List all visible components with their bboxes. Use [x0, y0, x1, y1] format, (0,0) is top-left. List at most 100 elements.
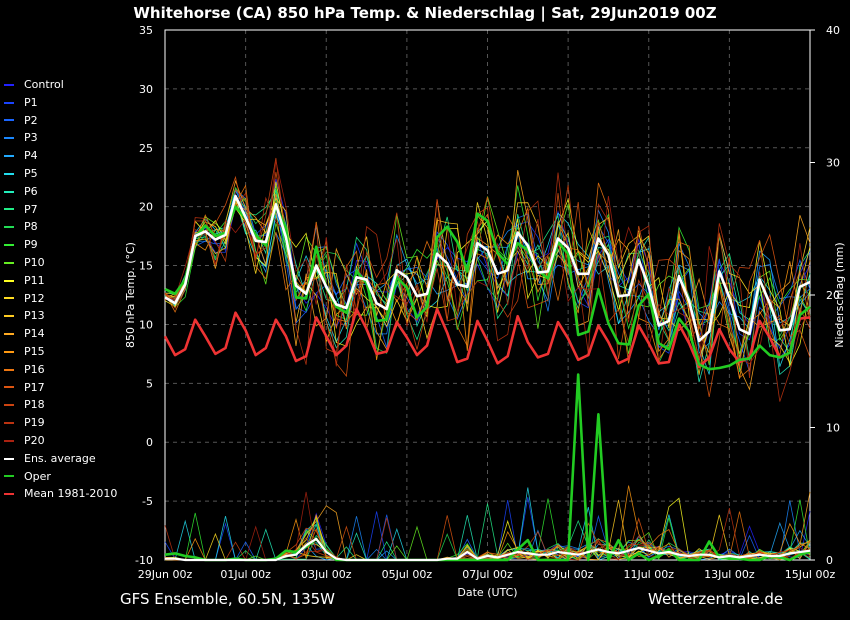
y2-tick-label: 30	[826, 157, 840, 170]
legend-item: P15	[4, 343, 117, 361]
y-tick-label: 10	[139, 318, 153, 331]
x-tick-label: 15Jul 00z	[785, 568, 836, 581]
legend-item: P16	[4, 361, 117, 379]
legend-label: P18	[24, 398, 45, 412]
legend-swatch	[4, 119, 14, 122]
x-tick-label: 01Jul 00z	[220, 568, 271, 581]
x-axis-label: Date (UTC)	[457, 586, 517, 599]
legend-swatch	[4, 422, 14, 425]
legend-label: P17	[24, 380, 45, 394]
source-credit: Wetterzentrale.de	[648, 590, 784, 608]
legend-label: P4	[24, 149, 38, 163]
legend-swatch	[4, 368, 14, 371]
y2-tick-label: 10	[826, 422, 840, 435]
legend-item: P17	[4, 379, 117, 397]
legend-swatch	[4, 101, 14, 104]
member-temp-line	[164, 197, 811, 375]
legend-swatch	[4, 350, 14, 353]
legend-item: P12	[4, 290, 117, 308]
legend-item: Oper	[4, 468, 117, 486]
climate-mean-line	[163, 307, 811, 369]
legend-item: P20	[4, 432, 117, 450]
ens-average-temp-line	[164, 194, 811, 343]
legend-label: P10	[24, 255, 45, 269]
x-tick-label: 05Jul 00z	[382, 568, 433, 581]
x-tick-label: 29Jun 00z	[138, 568, 193, 581]
legend-item: P10	[4, 254, 117, 272]
legend-label: P9	[24, 238, 38, 252]
legend-label: P7	[24, 202, 38, 216]
legend-label: P12	[24, 291, 45, 305]
x-tick-label: 13Jul 00z	[704, 568, 755, 581]
legend-label: Control	[24, 78, 64, 91]
legend-item: P19	[4, 414, 117, 432]
model-info: GFS Ensemble, 60.5N, 135W	[120, 590, 335, 608]
legend-swatch	[4, 190, 14, 193]
y2-axis-label: Niederschlag (mm)	[833, 242, 846, 347]
legend-swatch	[4, 297, 14, 300]
legend-swatch	[4, 172, 14, 175]
legend-item: P5	[4, 165, 117, 183]
legend-label: P8	[24, 220, 38, 234]
legend-item: P14	[4, 325, 117, 343]
legend-swatch	[4, 83, 14, 86]
legend-swatch	[4, 493, 14, 496]
y-tick-label: 20	[139, 201, 153, 214]
legend-item: P8	[4, 218, 117, 236]
legend-label: Mean 1981-2010	[24, 487, 118, 501]
oper-precip-line	[164, 373, 811, 562]
x-tick-label: 07Jul 00z	[462, 568, 513, 581]
legend-item: P3	[4, 129, 117, 147]
legend-label: P11	[24, 273, 45, 287]
legend-label: P14	[24, 327, 45, 341]
chart-title: Whitehorse (CA) 850 hPa Temp. & Niedersc…	[133, 4, 717, 22]
y2-tick-label: 0	[826, 554, 833, 567]
y-tick-label: 0	[146, 436, 153, 449]
legend-item: P4	[4, 147, 117, 165]
legend-item: P9	[4, 236, 117, 254]
ens-average-precip-line	[165, 537, 811, 562]
legend-label: P16	[24, 362, 45, 376]
legend-swatch	[4, 386, 14, 389]
legend-swatch	[4, 404, 14, 407]
legend-label: Oper	[24, 469, 51, 483]
legend-swatch	[4, 475, 14, 478]
legend-swatch	[4, 333, 14, 336]
legend-label: P15	[24, 344, 45, 358]
member-temp-line	[164, 160, 811, 366]
legend-label: P3	[24, 131, 38, 145]
legend-item: Ens. average	[4, 450, 117, 468]
legend-label: P2	[24, 113, 38, 127]
y-tick-label: 30	[139, 83, 153, 96]
x-tick-label: 09Jul 00z	[543, 568, 594, 581]
y-tick-label: -10	[135, 554, 153, 567]
member-precip-line	[164, 515, 811, 561]
legend-swatch	[4, 137, 14, 140]
legend-label: P13	[24, 309, 45, 323]
legend-swatch	[4, 439, 14, 442]
legend-label: P6	[24, 184, 38, 198]
legend-item: P1	[4, 94, 117, 112]
y-tick-label: -5	[142, 495, 153, 508]
legend-item: Control	[4, 76, 117, 94]
legend-item: P18	[4, 396, 117, 414]
legend-item: P7	[4, 201, 117, 219]
legend-swatch	[4, 208, 14, 211]
legend-swatch	[4, 315, 14, 318]
legend-item: Mean 1981-2010	[4, 485, 117, 503]
member-temp-line	[164, 171, 811, 397]
legend-label: P1	[24, 95, 38, 109]
y-tick-label: 5	[146, 377, 153, 390]
legend-swatch	[4, 261, 14, 264]
x-tick-label: 11Jul 00z	[623, 568, 674, 581]
legend-item: P2	[4, 112, 117, 130]
member-temp-line	[164, 196, 811, 358]
legend-item: P13	[4, 307, 117, 325]
legend-swatch	[4, 279, 14, 282]
y-tick-label: 15	[139, 260, 153, 273]
legend-item: P6	[4, 183, 117, 201]
legend-label: Ens. average	[24, 451, 96, 465]
legend-swatch	[4, 244, 14, 247]
x-tick-label: 03Jul 00z	[301, 568, 352, 581]
